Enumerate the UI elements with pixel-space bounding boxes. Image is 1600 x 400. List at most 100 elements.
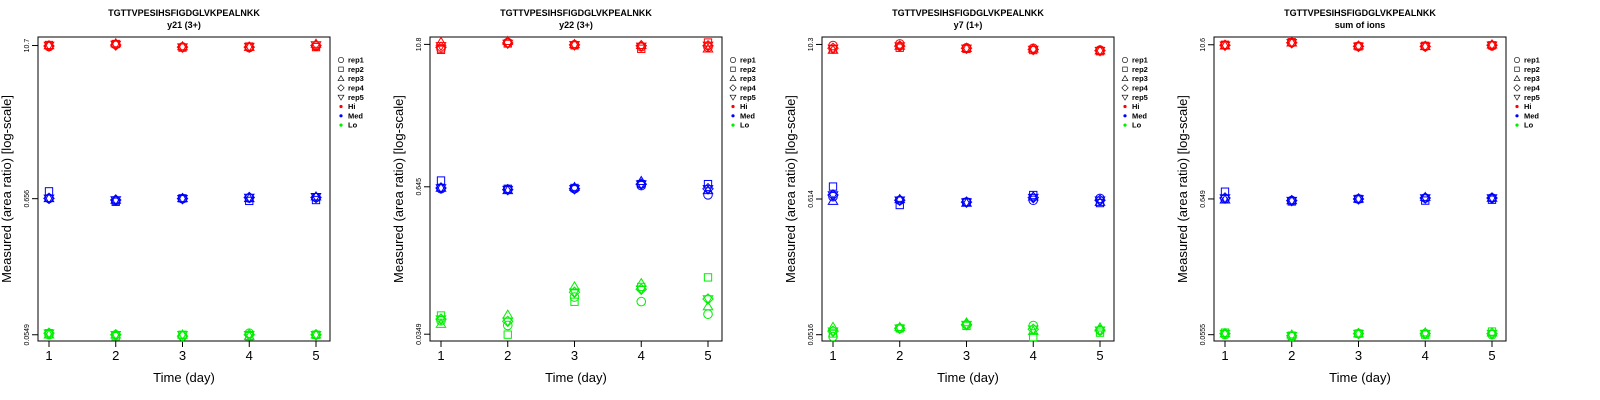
legend-symbol-icon: [1513, 84, 1521, 92]
legend-item: Lo: [1515, 121, 1534, 130]
legend-label: Med: [740, 111, 755, 120]
data-point: [43, 39, 55, 50]
legend-item: rep2: [1122, 65, 1148, 74]
data-point: [1419, 326, 1431, 337]
data-point: [702, 185, 714, 195]
x-axis-label: Time (day): [1329, 370, 1391, 385]
data-point: [1094, 326, 1106, 336]
data-point: [1286, 331, 1298, 342]
data-point: [110, 40, 122, 51]
legend-dot-icon: [731, 104, 735, 109]
legend-dot-icon: [1123, 104, 1127, 109]
data-point: [110, 331, 122, 341]
data-point: [435, 42, 447, 52]
data-point: [243, 331, 255, 341]
data-point: [310, 331, 322, 341]
data-point: [310, 41, 322, 51]
data-point: [1419, 40, 1431, 51]
data-point: [502, 185, 514, 196]
series-med: [43, 187, 322, 206]
data-point: [828, 331, 838, 342]
legend-symbol-icon: [729, 84, 737, 92]
x-tick-label: 5: [1096, 348, 1103, 363]
x-tick-label: 1: [45, 348, 52, 363]
legend-label: Hi: [740, 102, 748, 111]
legend-label: rep1: [1132, 56, 1148, 65]
series-hi: [827, 39, 1106, 57]
legend-item: rep2: [338, 65, 364, 74]
data-point: [435, 315, 447, 325]
series-lo: [827, 316, 1106, 342]
chart-panel-y22: TGTTVPESIHSFIGDGLVKPEALNKK y22 (3+) Time…: [391, 8, 757, 385]
x-tick-label: 1: [1221, 348, 1228, 363]
legend-label: rep4: [1524, 84, 1541, 93]
legend-item: Med: [731, 111, 755, 120]
data-point: [569, 292, 580, 302]
data-point: [1027, 191, 1039, 201]
legend-item: rep1: [338, 56, 364, 65]
data-point: [636, 296, 647, 307]
legend-symbol-icon: [1514, 66, 1520, 72]
legend-symbol-icon: [730, 57, 736, 63]
data-point: [960, 198, 973, 208]
legend-item: rep4: [1121, 84, 1149, 93]
data-point: [702, 300, 714, 311]
legend-symbol-icon: [730, 66, 736, 72]
legend-label: rep2: [348, 65, 364, 74]
legend-label: rep3: [740, 74, 756, 83]
y-tick-label: 10.6: [1200, 38, 1207, 52]
y-tick-label: 0.645: [416, 178, 423, 196]
legend-item: Hi: [731, 102, 748, 111]
data-point: [894, 321, 906, 331]
data-point: [43, 194, 55, 205]
x-tick-label: 3: [963, 348, 970, 363]
data-point: [436, 45, 446, 54]
legend-label: rep5: [740, 93, 756, 102]
y-tick-label: 0.656: [24, 190, 31, 208]
legend-symbol-icon: [1121, 75, 1129, 81]
data-point: [827, 327, 839, 337]
legend-label: rep5: [1524, 93, 1540, 102]
data-point: [1486, 194, 1498, 204]
data-point: [635, 42, 647, 53]
data-point: [502, 320, 513, 331]
series-hi: [43, 37, 322, 53]
x-axis-label: Time (day): [545, 370, 607, 385]
y-tick-label: 0.0516: [808, 324, 815, 346]
x-tick-label: 5: [704, 348, 711, 363]
data-point: [827, 195, 839, 205]
data-point: [1352, 193, 1365, 203]
data-point: [176, 43, 189, 53]
data-point: [310, 191, 322, 201]
legend-label: Med: [1524, 111, 1539, 120]
legend-dot-icon: [731, 114, 735, 118]
legend-dot-icon: [339, 104, 343, 109]
data-point: [436, 315, 446, 326]
data-point: [1027, 43, 1039, 53]
legend-dot-icon: [1123, 123, 1127, 127]
legend-item: Hi: [339, 102, 356, 111]
data-point: [1486, 329, 1498, 340]
legend-label: rep1: [740, 56, 756, 65]
legend-item: Lo: [731, 121, 750, 130]
data-point: [176, 331, 189, 341]
legend-item: rep2: [1514, 65, 1540, 74]
data-point: [635, 39, 647, 50]
legend-label: rep3: [1524, 74, 1540, 83]
data-point: [1352, 195, 1365, 205]
data-point: [568, 280, 581, 291]
chart-title: TGTTVPESIHSFIGDGLVKPEALNKK: [108, 8, 260, 18]
series-lo: [1219, 326, 1498, 342]
x-tick-label: 4: [1030, 348, 1037, 363]
data-point: [703, 309, 713, 320]
plot-frame: [821, 36, 1115, 342]
legend-label: Lo: [1132, 121, 1142, 130]
series-lo: [435, 273, 714, 339]
data-point: [1486, 41, 1498, 51]
legend-dot-icon: [731, 123, 735, 127]
data-point: [502, 309, 514, 319]
series-med: [827, 182, 1106, 210]
legend-dot-icon: [1515, 123, 1519, 127]
